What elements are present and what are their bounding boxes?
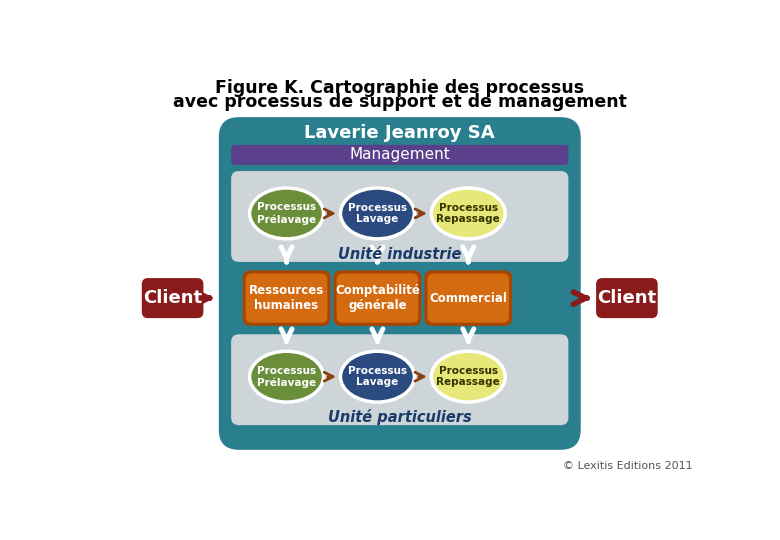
Text: Client: Client — [597, 289, 657, 307]
Text: Figure K. Cartographie des processus: Figure K. Cartographie des processus — [215, 79, 584, 97]
Text: Management: Management — [349, 147, 450, 163]
FancyBboxPatch shape — [231, 334, 569, 425]
Ellipse shape — [431, 188, 505, 239]
FancyBboxPatch shape — [231, 145, 569, 165]
FancyBboxPatch shape — [246, 273, 328, 323]
Text: Laverie Jeanroy SA: Laverie Jeanroy SA — [304, 124, 495, 141]
Text: Processus
Lavage: Processus Lavage — [348, 202, 407, 224]
FancyBboxPatch shape — [334, 271, 421, 326]
Text: Processus
Repassage: Processus Repassage — [436, 366, 500, 388]
Text: Unité particuliers: Unité particuliers — [328, 409, 472, 426]
Text: Processus
Prélavage: Processus Prélavage — [257, 202, 316, 225]
Text: Processus
Repassage: Processus Repassage — [436, 202, 500, 224]
Text: Client: Client — [143, 289, 202, 307]
Ellipse shape — [340, 351, 414, 402]
Text: Unité industrie: Unité industrie — [338, 247, 462, 262]
FancyBboxPatch shape — [219, 117, 580, 450]
FancyBboxPatch shape — [337, 273, 418, 323]
Text: Ressources
humaines: Ressources humaines — [249, 284, 324, 312]
Text: Comptabilité
générale: Comptabilité générale — [335, 284, 420, 312]
Ellipse shape — [250, 351, 324, 402]
Ellipse shape — [340, 188, 414, 239]
Ellipse shape — [431, 351, 505, 402]
FancyBboxPatch shape — [243, 271, 331, 326]
FancyBboxPatch shape — [424, 271, 512, 326]
Text: Processus
Lavage: Processus Lavage — [348, 366, 407, 388]
FancyBboxPatch shape — [142, 278, 204, 318]
FancyBboxPatch shape — [427, 273, 509, 323]
Text: © Lexitis Editions 2011: © Lexitis Editions 2011 — [562, 461, 693, 471]
FancyBboxPatch shape — [596, 278, 658, 318]
Ellipse shape — [250, 188, 324, 239]
Text: Processus
Prélavage: Processus Prélavage — [257, 366, 316, 388]
Text: Commercial: Commercial — [429, 292, 507, 305]
Text: avec processus de support et de management: avec processus de support et de manageme… — [173, 92, 626, 111]
FancyBboxPatch shape — [231, 171, 569, 262]
